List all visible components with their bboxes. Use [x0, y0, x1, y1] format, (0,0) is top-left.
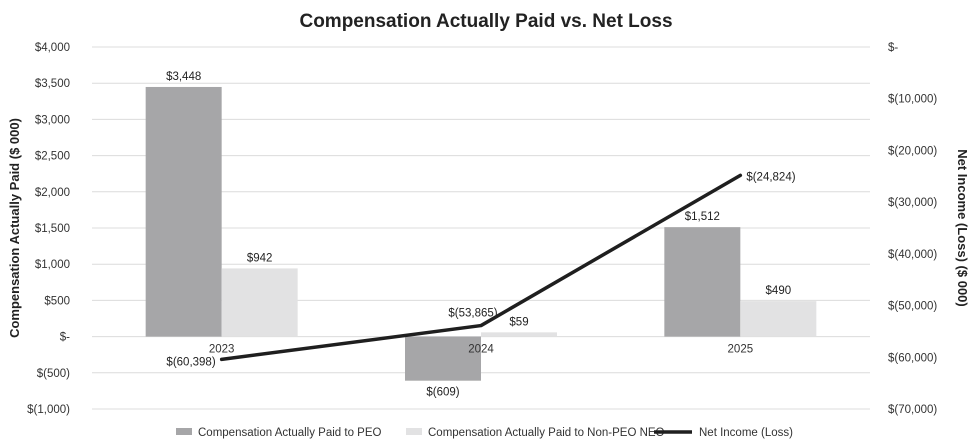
bar-non-peo-neo-2023	[221, 268, 298, 337]
legend: Compensation Actually Paid to PEO Compens…	[176, 427, 793, 439]
bar-value-label: $1,512	[685, 211, 720, 223]
net-income-line	[219, 173, 743, 362]
left-tick-label: $1,000	[35, 259, 70, 271]
left-tick-label: $2,000	[35, 187, 70, 199]
left-tick-label: $3,000	[35, 114, 70, 126]
bar-non-peo-neo-2025	[740, 301, 817, 337]
legend-swatch	[406, 428, 422, 435]
legend-entry: Compensation Actually Paid to Non-PEO NE…	[428, 427, 665, 439]
line-value-label: $(53,865)	[448, 308, 497, 320]
right-tick-label: $(30,000)	[888, 197, 937, 209]
bar-value-label: $490	[766, 285, 792, 297]
right-tick-label: $(70,000)	[888, 404, 937, 416]
left-tick-label: $3,500	[35, 78, 70, 90]
legend-entry: Compensation Actually Paid to PEO	[198, 427, 382, 439]
right-tick-label: $(40,000)	[888, 249, 937, 261]
net-income-line-group	[219, 173, 743, 362]
bar-value-label: $(609)	[426, 387, 459, 399]
bar-value-label: $942	[247, 252, 273, 264]
right-tick-label: $(50,000)	[888, 301, 937, 313]
bar-value-label: $59	[509, 316, 528, 328]
category-label: 2025	[728, 344, 754, 356]
left-tick-label: $(1,000)	[27, 404, 70, 416]
left-tick-label: $(500)	[37, 368, 70, 380]
bar-peo-2025	[664, 227, 741, 337]
left-tick-label: $1,500	[35, 223, 70, 235]
line-value-label: $(60,398)	[166, 356, 215, 368]
right-axis-label: Net Income (Loss) ($ 000)	[955, 149, 970, 307]
left-tick-label: $4,000	[35, 42, 70, 54]
chart-title: Compensation Actually Paid vs. Net Loss	[299, 11, 672, 32]
left-tick-label: $-	[60, 332, 70, 344]
legend-entry: Net Income (Loss)	[699, 427, 793, 439]
right-tick-label: $-	[888, 42, 898, 54]
left-axis-label: Compensation Actually Paid ($ 000)	[7, 118, 22, 338]
left-tick-label: $2,500	[35, 151, 70, 163]
right-tick-label: $(60,000)	[888, 352, 937, 364]
category-label: 2024	[468, 344, 494, 356]
right-tick-label: $(10,000)	[888, 94, 937, 106]
category-labels: 2023 2024 2025	[209, 344, 753, 356]
legend-swatch	[176, 428, 192, 435]
category-label: 2023	[209, 344, 235, 356]
bar-peo-2024	[405, 336, 481, 381]
right-tick-label: $(20,000)	[888, 145, 937, 157]
data-labels: $3,448 $(609) $1,512 $942 $59 $490 $(60,398) $(…	[166, 71, 796, 399]
right-axis-ticks: $- $(10,000) $(20,000) $(30,000) $(40,000) $(…	[888, 42, 937, 416]
bar-peo-2023	[145, 86, 222, 337]
bar-non-peo-neo-2024	[481, 332, 557, 337]
line-value-label: $(24,824)	[746, 171, 795, 183]
left-axis-ticks: $4,000 $3,500 $3,000 $2,500 $2,000 $1,500 $1,0…	[27, 42, 70, 416]
bar-value-label: $3,448	[166, 71, 201, 83]
left-tick-label: $500	[44, 295, 70, 307]
bars	[145, 86, 817, 381]
